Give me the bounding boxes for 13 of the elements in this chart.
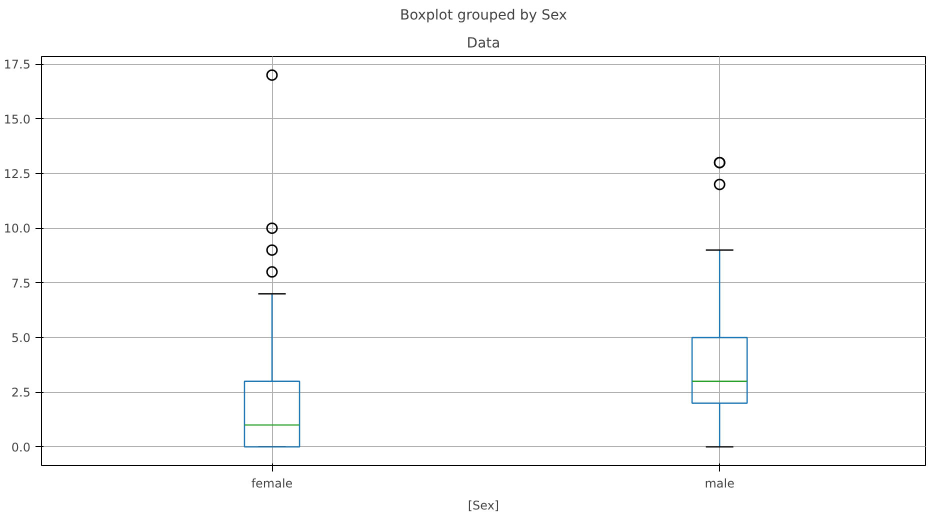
y-tick-label: 10.0 [4, 222, 30, 236]
y-tick-label: 0.0 [11, 440, 31, 454]
y-tick-label: 7.5 [11, 276, 31, 290]
x-tick-label: male [704, 476, 734, 490]
chart-subtitle: Data [466, 36, 500, 52]
y-tick-label: 15.0 [4, 112, 30, 126]
y-tick-label: 17.5 [4, 58, 30, 72]
y-tick-label: 2.5 [11, 386, 31, 400]
x-axis-title: [Sex] [468, 498, 500, 512]
chart-title: Boxplot grouped by Sex [400, 8, 568, 24]
y-tick-label: 5.0 [11, 331, 31, 346]
y-tick-label: 12.5 [4, 167, 30, 182]
x-tick-label: female [251, 476, 293, 490]
